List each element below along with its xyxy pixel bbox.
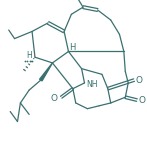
Text: H: H — [69, 43, 75, 52]
Text: O: O — [136, 76, 142, 85]
Text: O: O — [51, 94, 57, 103]
Text: NH: NH — [86, 80, 97, 89]
Text: H: H — [26, 51, 32, 60]
Text: O: O — [138, 96, 145, 105]
Polygon shape — [40, 63, 52, 81]
